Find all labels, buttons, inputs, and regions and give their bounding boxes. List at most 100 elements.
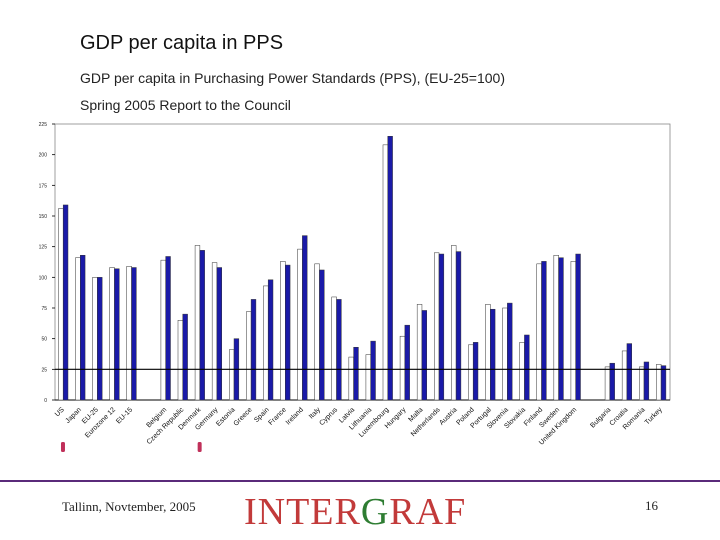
x-tick-label: US xyxy=(54,406,66,418)
bar xyxy=(485,304,491,401)
bar xyxy=(541,261,547,401)
bar xyxy=(285,264,291,401)
bar xyxy=(626,343,632,401)
y-tick-label: 150 xyxy=(39,214,48,220)
bar xyxy=(80,255,86,401)
footer-divider xyxy=(0,480,720,482)
bar xyxy=(297,248,303,401)
bar xyxy=(182,313,188,401)
bar xyxy=(553,255,559,401)
y-tick-label: 175 xyxy=(39,183,48,189)
logo-letters-nter: NTER xyxy=(257,491,361,533)
bar xyxy=(353,347,359,401)
bar xyxy=(639,366,645,401)
bar xyxy=(575,253,581,401)
bar xyxy=(302,235,308,401)
bar xyxy=(319,269,325,401)
bar xyxy=(314,263,320,401)
bar xyxy=(194,245,201,401)
x-tick-label: Austria xyxy=(438,406,458,426)
bar xyxy=(570,261,576,401)
bar xyxy=(490,308,496,401)
bar xyxy=(455,251,462,401)
bar xyxy=(267,279,274,401)
bar xyxy=(421,310,427,401)
slide-title: GDP per capita in PPS xyxy=(80,32,284,54)
bar xyxy=(331,296,337,401)
bar xyxy=(558,257,564,401)
bar xyxy=(92,277,98,401)
markers xyxy=(60,442,202,452)
bar xyxy=(62,204,69,401)
bar xyxy=(336,299,342,401)
bar xyxy=(502,307,508,401)
bar xyxy=(399,335,406,401)
bar xyxy=(216,267,222,401)
x-tick-label: Greece xyxy=(233,406,254,427)
bar xyxy=(507,302,513,401)
y-tick-label: 75 xyxy=(41,306,47,312)
bar xyxy=(387,136,393,401)
bar xyxy=(621,350,628,401)
bar xyxy=(246,311,252,401)
bar xyxy=(404,324,410,401)
bar xyxy=(643,361,650,401)
y-tick-label: 25 xyxy=(41,367,47,373)
x-tick-label: Ireland xyxy=(285,406,305,426)
bar xyxy=(524,334,530,401)
bar xyxy=(451,245,457,401)
x-tick-label: EU-15 xyxy=(115,406,134,425)
bar xyxy=(58,208,64,401)
bar xyxy=(468,344,474,401)
slide-subtitle: GDP per capita in Purchasing Power Stand… xyxy=(80,70,506,86)
marker-denmark xyxy=(197,442,202,452)
x-tick-label: France xyxy=(268,406,288,426)
x-tick-label: Turkey xyxy=(644,406,664,426)
bar xyxy=(126,266,132,401)
bar xyxy=(250,299,257,401)
bar xyxy=(165,256,171,401)
logo-letter-g: G xyxy=(360,491,390,533)
bar xyxy=(177,320,184,401)
bar xyxy=(114,268,120,401)
bar xyxy=(660,365,667,401)
y-tick-label: 50 xyxy=(41,337,47,343)
bar xyxy=(97,277,103,401)
x-tick-label: Japan xyxy=(64,406,83,425)
footer-location-date: Tallinn, Novtember, 2005 xyxy=(62,499,196,514)
plot-area xyxy=(54,123,671,401)
logo-letter-i: I xyxy=(244,491,258,533)
y-tick-label: 100 xyxy=(39,275,48,281)
bar xyxy=(416,304,423,401)
bar xyxy=(131,267,137,401)
y-tick-label: 200 xyxy=(39,153,48,159)
bar xyxy=(604,366,611,401)
x-tick-label: Bulgaria xyxy=(589,406,612,429)
intergraf-logo: INTERGRAF xyxy=(244,490,466,534)
bar xyxy=(434,252,440,401)
bar xyxy=(382,144,389,401)
bar xyxy=(370,340,376,401)
bar xyxy=(280,261,286,401)
y-axis: 0 25 50 75 100 125 150 175 200 225 xyxy=(39,122,55,404)
y-tick-label: 125 xyxy=(39,245,48,251)
bar xyxy=(199,250,205,401)
bar xyxy=(472,342,479,401)
x-tick-label: Cyprus xyxy=(319,406,340,427)
y-tick-label: 225 xyxy=(39,122,48,128)
bar xyxy=(609,362,615,401)
bar xyxy=(109,267,115,401)
x-tick-label: Italy xyxy=(308,406,322,420)
slide-report-note: Spring 2005 Report to the Council xyxy=(80,97,291,113)
bars xyxy=(58,136,667,401)
bar xyxy=(75,257,81,401)
bar xyxy=(160,259,166,401)
bar xyxy=(438,253,445,401)
bar xyxy=(211,262,218,401)
bar xyxy=(229,349,235,401)
bar xyxy=(365,354,371,401)
marker-us xyxy=(60,442,65,452)
bar xyxy=(348,356,354,401)
bar xyxy=(263,285,269,401)
